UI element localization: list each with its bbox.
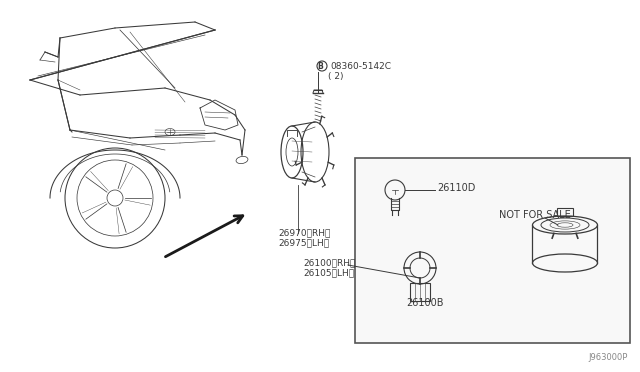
Text: NOT FOR SALE: NOT FOR SALE: [499, 210, 571, 220]
Text: 26100B: 26100B: [406, 298, 444, 308]
Text: ( 2): ( 2): [328, 71, 344, 80]
Text: 08360-5142C: 08360-5142C: [330, 61, 391, 71]
Text: 26975〈LH〉: 26975〈LH〉: [278, 238, 329, 247]
Bar: [410, 283, 430, 301]
Text: 26105〈LH〉: 26105〈LH〉: [303, 268, 354, 277]
Text: 26100〈RH〉: 26100〈RH〉: [303, 258, 355, 267]
Text: 26110D: 26110D: [437, 183, 476, 193]
Bar: [355, 158, 630, 343]
Bar: [557, 208, 573, 216]
Text: J963000P: J963000P: [589, 353, 628, 362]
Text: B: B: [317, 61, 323, 71]
Text: 26970〈RH〉: 26970〈RH〉: [278, 228, 330, 237]
